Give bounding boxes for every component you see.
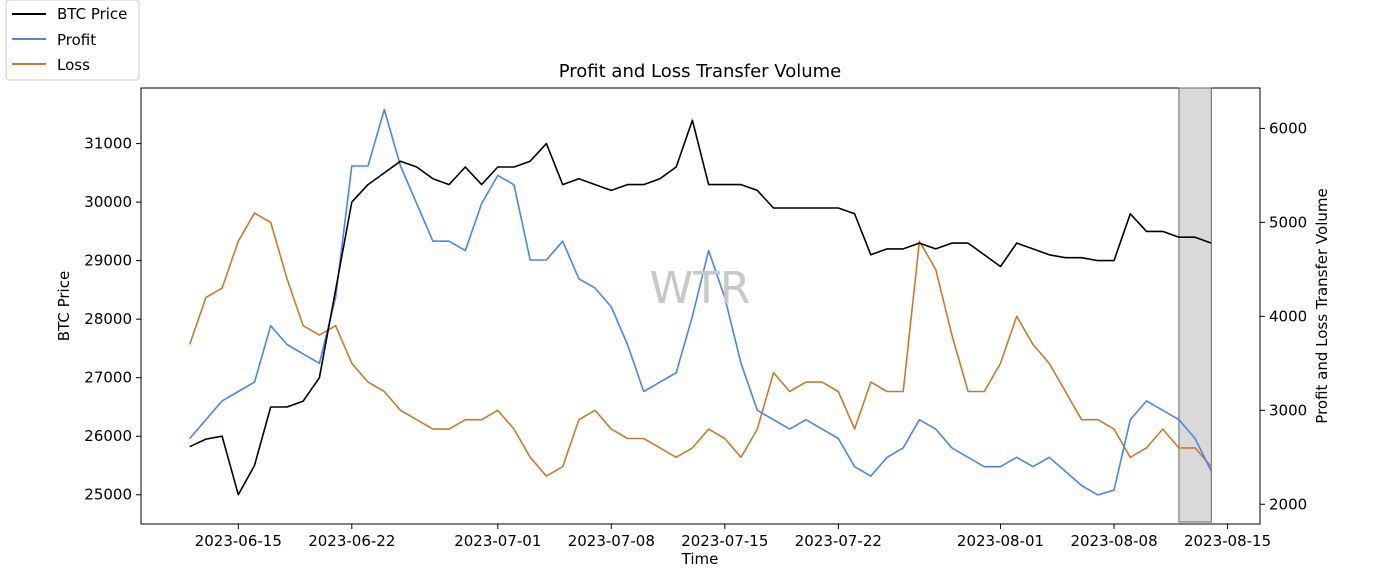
x-tick-label: 2023-07-15 (681, 532, 768, 550)
right-axis-label: Profit and Loss Transfer Volume (1313, 188, 1331, 423)
left-tick-label: 25000 (84, 486, 132, 504)
legend-label-btc: BTC Price (57, 5, 127, 23)
x-tick-label: 2023-08-15 (1184, 532, 1271, 550)
x-tick-label: 2023-08-08 (1070, 532, 1157, 550)
left-tick-label: 31000 (84, 135, 132, 153)
legend: BTC Price Profit Loss (5, 0, 140, 81)
right-tick-label: 5000 (1269, 213, 1307, 231)
chart-title: Profit and Loss Transfer Volume (559, 61, 842, 82)
left-axis-label: BTC Price (55, 271, 73, 341)
legend-label-profit: Profit (57, 31, 96, 49)
highlight-band (1178, 87, 1212, 523)
legend-box (5, 0, 140, 81)
right-tick-label: 3000 (1269, 401, 1307, 419)
plot-frame (140, 87, 1261, 525)
left-tick-label: 28000 (84, 310, 132, 328)
right-axis-ticks: 2000 3000 4000 5000 6000 (1260, 119, 1307, 513)
right-tick-label: 4000 (1269, 307, 1307, 325)
right-tick-label: 6000 (1269, 119, 1307, 137)
x-tick-label: 2023-06-15 (195, 532, 282, 550)
left-tick-label: 26000 (84, 427, 132, 445)
x-axis-label: Time (681, 550, 719, 568)
btc-price-line (189, 119, 1212, 496)
x-tick-label: 2023-08-01 (957, 532, 1044, 550)
x-tick-label: 2023-07-22 (795, 532, 882, 550)
left-axis-ticks: 25000 26000 27000 28000 29000 30000 31000 (84, 135, 141, 504)
left-tick-label: 29000 (84, 252, 132, 270)
series-layer (188, 108, 1213, 496)
legend-label-loss: Loss (57, 56, 90, 74)
right-tick-label: 2000 (1269, 495, 1307, 513)
x-tick-label: 2023-06-22 (308, 532, 395, 550)
highlight-band-layer (1178, 87, 1212, 523)
profit-line (189, 108, 1213, 496)
x-tick-label: 2023-07-01 (454, 532, 541, 550)
x-tick-label: 2023-07-08 (568, 532, 655, 550)
watermark: WTR (650, 263, 751, 314)
loss-line (188, 212, 1212, 477)
x-axis-ticks: 2023-06-15 2023-06-22 2023-07-01 2023-07-08… (195, 524, 1271, 550)
left-tick-label: 30000 (84, 193, 132, 211)
left-tick-label: 27000 (84, 369, 132, 387)
